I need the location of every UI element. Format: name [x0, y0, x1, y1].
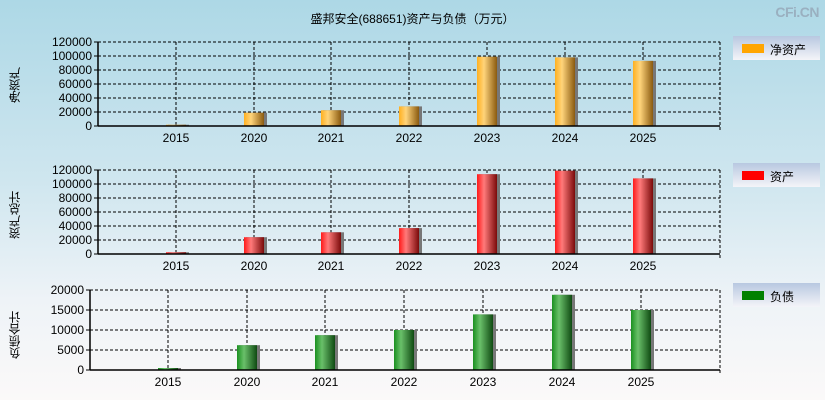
- svg-text:2021: 2021: [312, 375, 339, 389]
- net-assets-panel: 净资产 0 20000 40000 60000 80000 100000 120000 201…: [0, 30, 825, 150]
- svg-text:2025: 2025: [630, 131, 657, 145]
- legend-swatch-icon: [742, 44, 764, 53]
- svg-text:100000: 100000: [52, 177, 92, 191]
- bar-2020: [237, 345, 257, 370]
- total-liabilities-panel: 负债合计 0 5000 10000 15000 20000 2015 2020 2021 202…: [0, 280, 825, 400]
- svg-text:40000: 40000: [59, 219, 93, 233]
- svg-text:2020: 2020: [241, 131, 268, 145]
- bar-2023: [477, 56, 497, 127]
- svg-text:0: 0: [85, 247, 92, 261]
- legend-swatch-icon: [742, 171, 764, 180]
- svg-text:2021: 2021: [318, 259, 345, 273]
- svg-text:40000: 40000: [59, 91, 93, 105]
- svg-text:2015: 2015: [163, 259, 190, 273]
- svg-text:2020: 2020: [234, 375, 261, 389]
- bar-2025: [633, 178, 653, 254]
- legend-label: 净资产: [770, 43, 807, 57]
- svg-text:2025: 2025: [630, 259, 657, 273]
- svg-text:20000: 20000: [59, 105, 93, 119]
- bar-2022: [399, 106, 419, 126]
- svg-text:2022: 2022: [396, 131, 423, 145]
- svg-text:80000: 80000: [59, 63, 93, 77]
- svg-text:2015: 2015: [155, 375, 182, 389]
- bar-2020: [244, 112, 264, 126]
- svg-text:2022: 2022: [391, 375, 418, 389]
- bar-2021: [321, 110, 341, 126]
- bar-2020: [244, 237, 264, 254]
- bar-2021: [315, 335, 335, 370]
- svg-text:20000: 20000: [59, 233, 93, 247]
- bar-2022: [399, 228, 419, 254]
- svg-text:60000: 60000: [59, 77, 93, 91]
- bar-2024: [555, 170, 575, 254]
- svg-text:2024: 2024: [552, 131, 579, 145]
- total-assets-panel: 资产总计 0 20000 40000 60000 80000 100000 120000 20…: [0, 160, 825, 280]
- svg-text:120000: 120000: [52, 35, 92, 49]
- bar-2024: [552, 294, 572, 370]
- svg-text:20000: 20000: [51, 283, 85, 297]
- svg-text:15000: 15000: [51, 303, 85, 317]
- bar-2021: [321, 232, 341, 254]
- legend-liabilities: 负债: [733, 283, 820, 307]
- svg-text:60000: 60000: [59, 205, 93, 219]
- bar-2015: [158, 368, 178, 370]
- svg-text:0: 0: [77, 363, 84, 377]
- legend-swatch-icon: [742, 291, 764, 300]
- legend-assets: 资产: [733, 163, 820, 187]
- svg-text:2023: 2023: [474, 131, 501, 145]
- svg-text:80000: 80000: [59, 191, 93, 205]
- brand-logo: CFi.CN: [775, 4, 819, 20]
- bar-2023: [473, 314, 493, 370]
- legend-label: 资产: [770, 170, 795, 184]
- svg-text:2023: 2023: [470, 375, 497, 389]
- bar-2022: [394, 330, 414, 370]
- legend-net-assets: 净资产: [733, 36, 820, 60]
- svg-text:2021: 2021: [318, 131, 345, 145]
- svg-text:2024: 2024: [549, 375, 576, 389]
- svg-text:0: 0: [85, 119, 92, 133]
- svg-text:2020: 2020: [241, 259, 268, 273]
- legend-label: 负债: [770, 290, 795, 304]
- svg-text:2023: 2023: [474, 259, 501, 273]
- svg-text:120000: 120000: [52, 163, 92, 177]
- bar-2015: [166, 252, 186, 254]
- svg-text:5000: 5000: [57, 343, 84, 357]
- svg-text:10000: 10000: [51, 323, 85, 337]
- bar-2025: [633, 60, 653, 126]
- total-liabilities-chart: 0 5000 10000 15000 20000 2015 2020 2021 2022 2023…: [51, 283, 721, 389]
- chart-title: 盛邦安全(688651)资产与负债（万元）: [310, 12, 515, 26]
- svg-text:2024: 2024: [552, 259, 579, 273]
- svg-text:2025: 2025: [628, 375, 655, 389]
- bar-2023: [477, 174, 497, 254]
- bar-2025: [631, 310, 651, 370]
- bar-2024: [555, 57, 575, 126]
- svg-text:2015: 2015: [163, 131, 190, 145]
- svg-text:100000: 100000: [52, 49, 92, 63]
- svg-text:2022: 2022: [396, 259, 423, 273]
